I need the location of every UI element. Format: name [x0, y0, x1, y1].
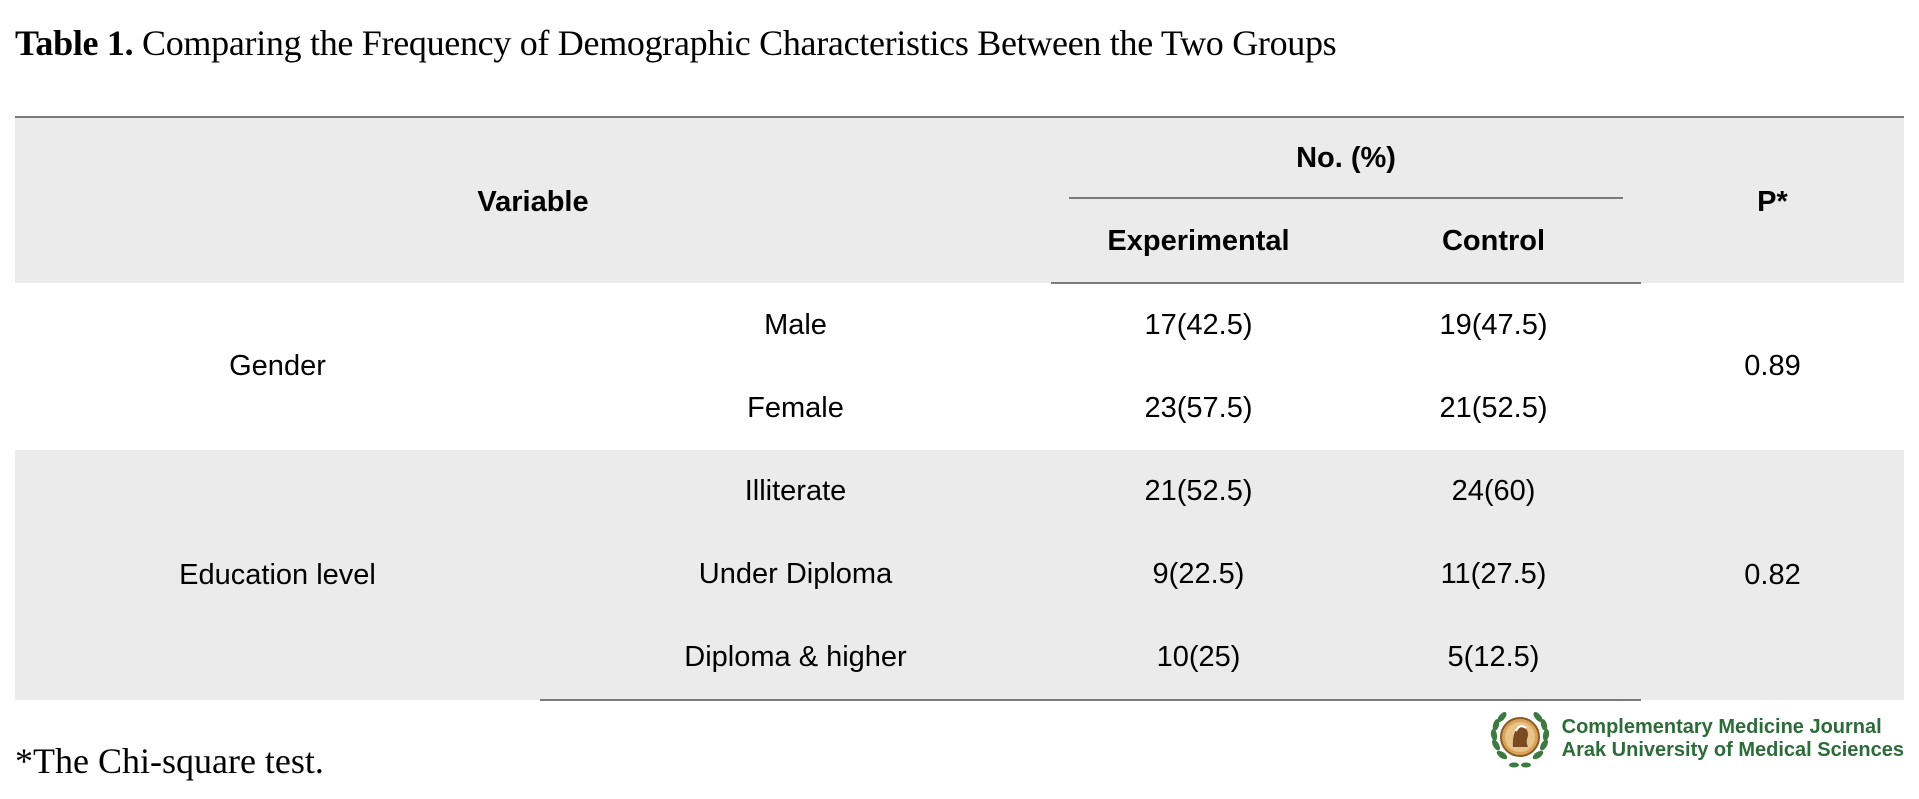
demographics-table: Variable No. (%) P* Experimental Control… [15, 116, 1904, 701]
row-label-education: Education level [15, 450, 540, 700]
control-cell: 11(27.5) [1346, 533, 1641, 616]
category-cell: Illiterate [540, 450, 1051, 533]
table-caption: Table 1. Comparing the Frequency of Demo… [15, 20, 1337, 66]
experimental-cell: 17(42.5) [1144, 309, 1253, 341]
university-name: Arak University of Medical Sciences [1561, 739, 1904, 761]
header-p: P* [1641, 116, 1904, 283]
header-control: Control [1346, 200, 1641, 284]
journal-seal-icon [1490, 712, 1549, 768]
control-cell: 5(12.5) [1346, 616, 1641, 701]
header-group-label: No. (%) [1296, 141, 1396, 174]
table-footnote: *The Chi-square test. [15, 741, 324, 781]
table-row: Under Diploma 9(22.5) 11(27.5) [15, 533, 1904, 616]
table-caption-label: Table 1. [15, 23, 134, 63]
journal-logo: Complementary Medicine Journal Arak Univ… [1486, 705, 1904, 773]
header-experimental: Experimental [1051, 200, 1346, 284]
control-cell: 24(60) [1346, 450, 1641, 533]
table-row: Diploma & higher 10(25) 5(12.5) [15, 616, 1904, 701]
experimental-cell: 23(57.5) [1144, 392, 1253, 424]
category-cell: Diploma & higher [540, 616, 1051, 701]
journal-name: Complementary Medicine Journal [1561, 716, 1882, 738]
category-cell: Female [747, 392, 844, 424]
control-cell: 19(47.5) [1439, 309, 1548, 341]
experimental-cell: 21(52.5) [1051, 450, 1346, 533]
experimental-cell: 10(25) [1051, 616, 1346, 701]
category-cell: Male [764, 308, 827, 341]
experimental-cell: 9(22.5) [1051, 533, 1346, 616]
control-cell: 21(52.5) [1439, 392, 1548, 424]
p-value-gender: 0.89 [1744, 350, 1801, 382]
journal-logo-text: Complementary Medicine Journal Arak Univ… [1562, 716, 1904, 762]
header-variable: Variable [15, 116, 1051, 283]
row-label-gender: Gender [229, 350, 326, 382]
table-caption-text: Comparing the Frequency of Demographic C… [142, 23, 1337, 63]
header-group-no-percent: No. (%) [1051, 116, 1641, 200]
category-cell: Under Diploma [540, 533, 1051, 616]
table-row: Gender Male 17(42.5) 19(47.5) 0.89 [15, 283, 1904, 383]
table-row: Education level Illiterate 21(52.5) 24(6… [15, 450, 1904, 700]
p-value-education: 0.82 [1641, 450, 1904, 700]
header-row-top: Variable No. (%) P* [15, 116, 1904, 283]
table-row: Female 23(57.5) 21(52.5) [15, 367, 1904, 450]
header-row-sub: Experimental Control [15, 200, 1904, 284]
